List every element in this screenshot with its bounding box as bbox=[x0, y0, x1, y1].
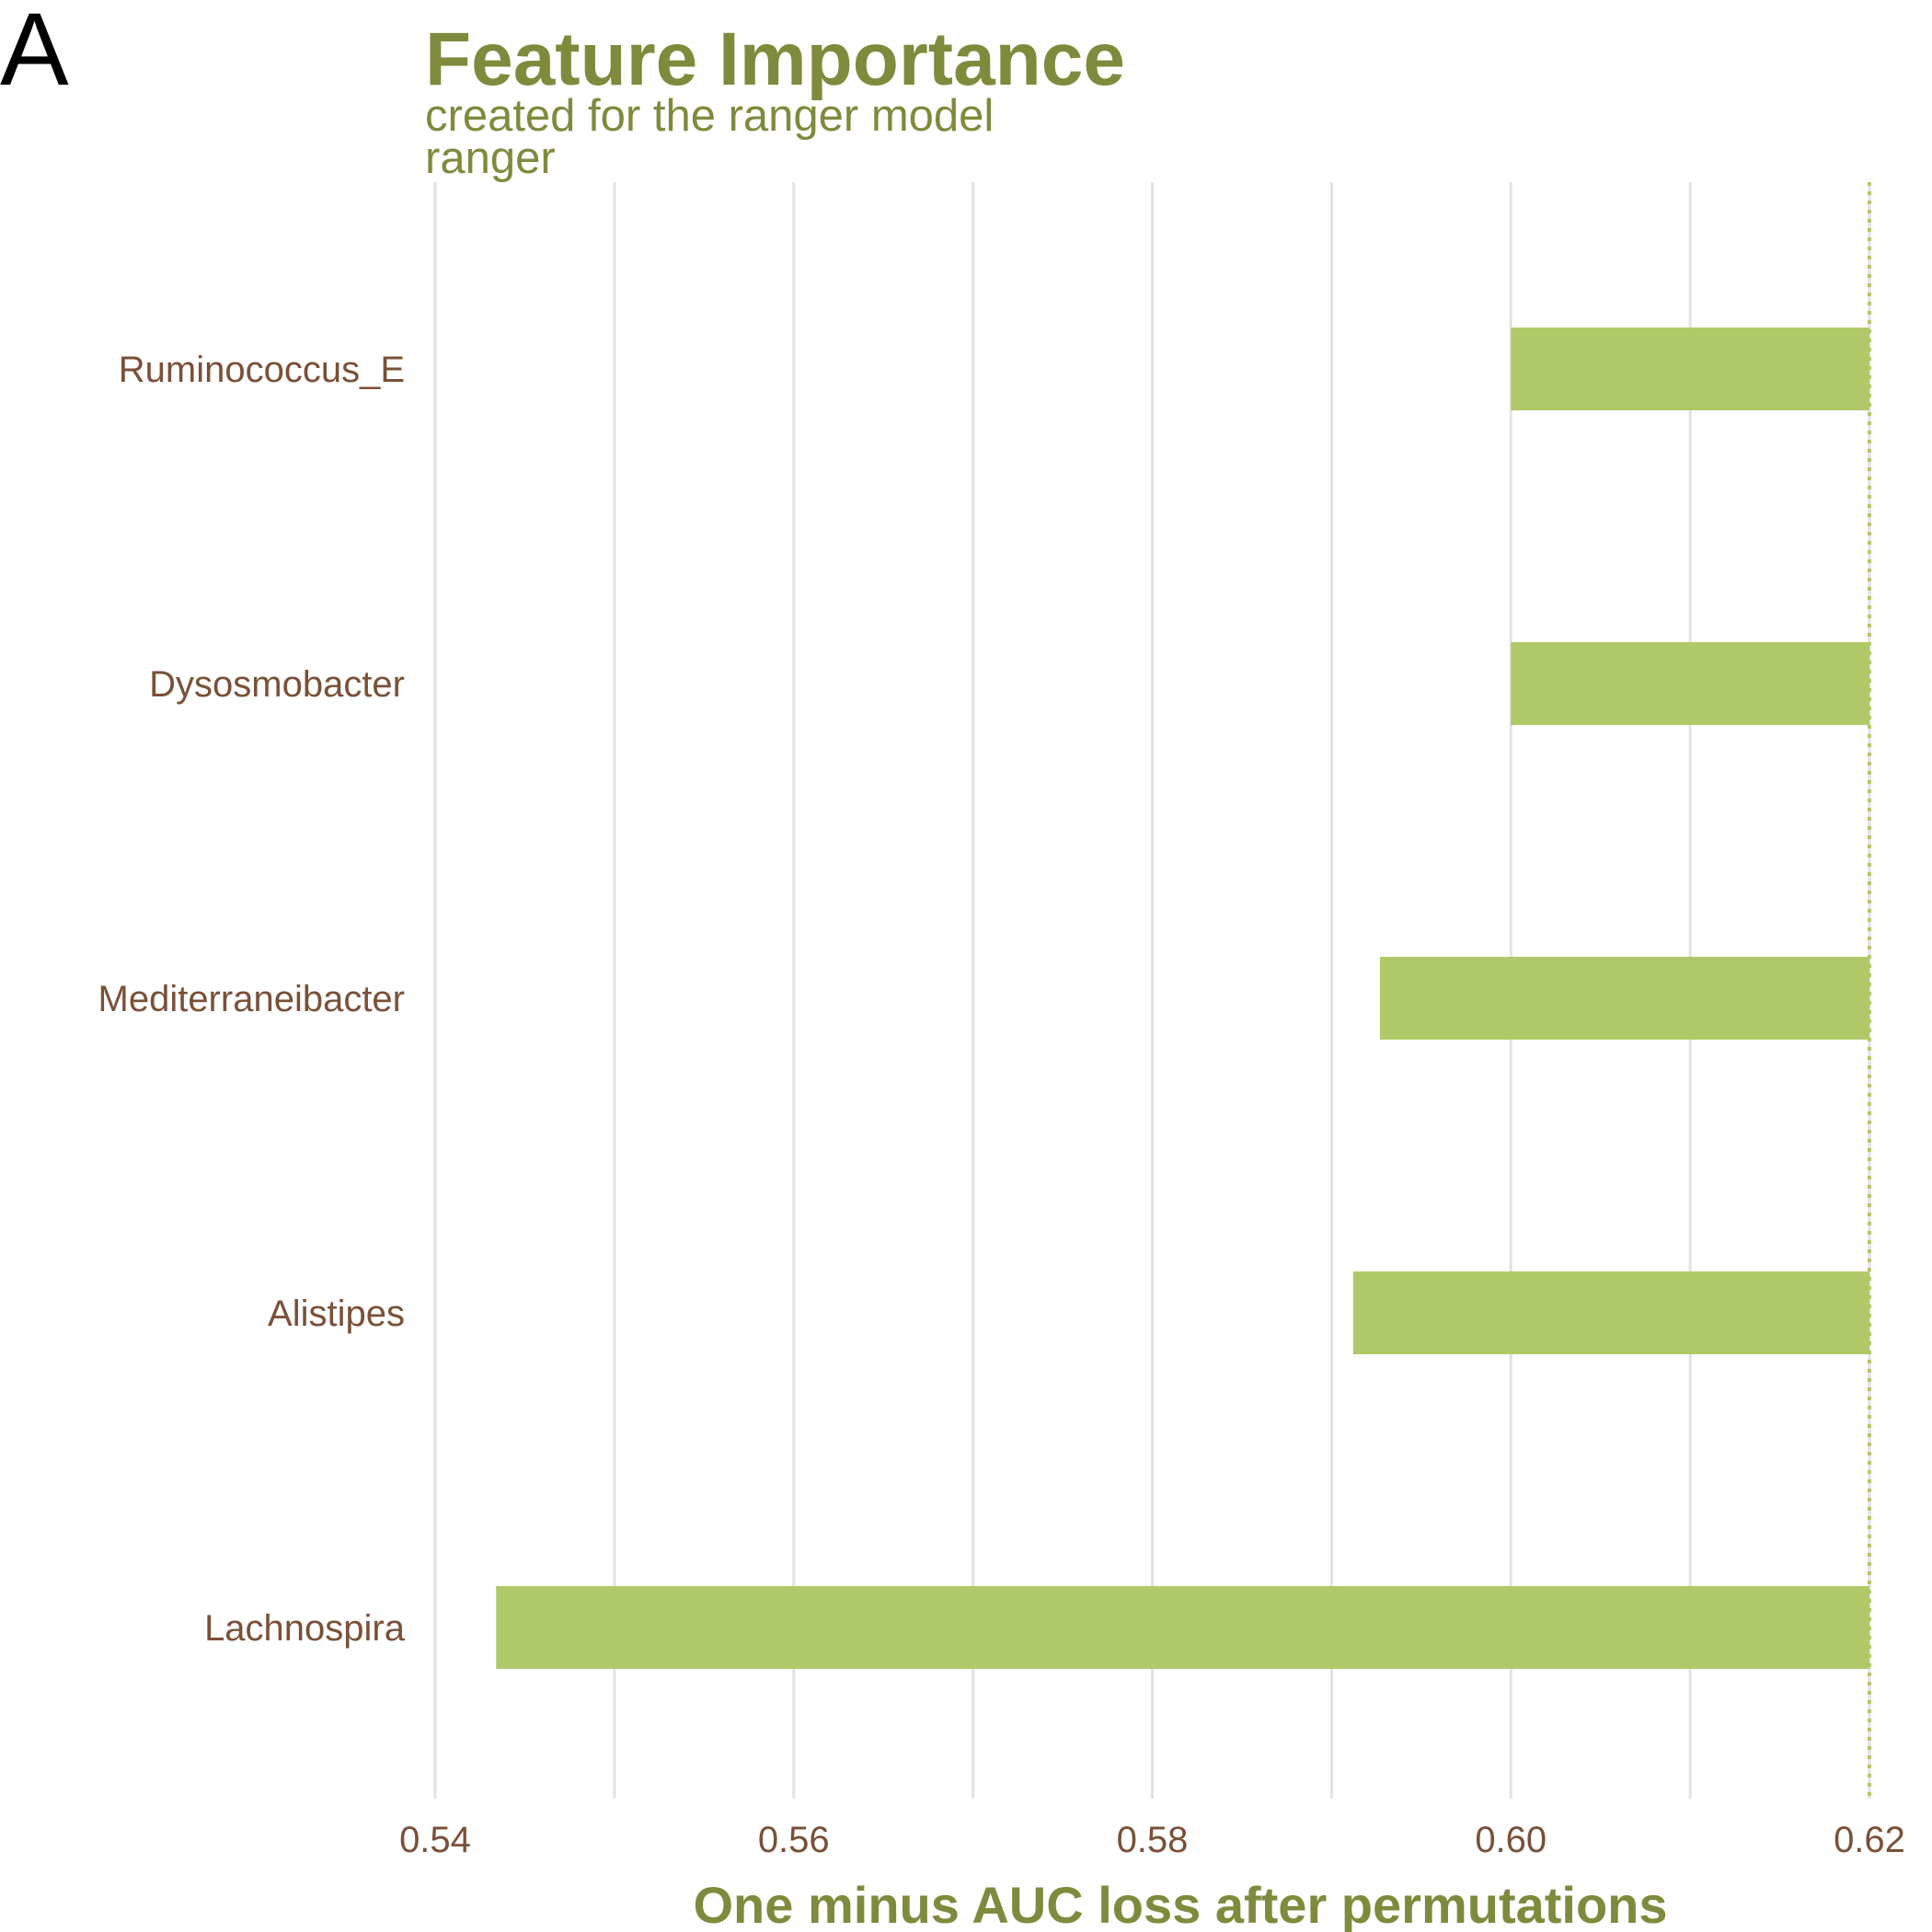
bar-alistipes bbox=[1352, 1271, 1869, 1354]
x-tick-label: 0.54 bbox=[399, 1820, 471, 1860]
x-tick-label: 0.58 bbox=[1117, 1820, 1189, 1860]
category-label: Alistipes bbox=[268, 1294, 405, 1334]
category-label: Ruminococcus_E bbox=[119, 350, 405, 390]
x-tick-label: 0.56 bbox=[758, 1820, 830, 1860]
grid-lines bbox=[433, 182, 1871, 1799]
bars bbox=[496, 328, 1869, 1669]
panel-title: ranger bbox=[425, 133, 556, 183]
category-labels: Ruminococcus_E Dysosmobacter Mediterraneib… bbox=[98, 350, 406, 1649]
bar-dysosmobacter bbox=[1511, 642, 1869, 725]
bar-lachnospira bbox=[496, 1586, 1869, 1669]
panel-label: A bbox=[0, 0, 69, 107]
x-tick-labels: 0.54 0.56 0.58 0.60 0.62 bbox=[399, 1820, 1905, 1860]
category-label: Dysosmobacter bbox=[149, 664, 405, 705]
category-label: Lachnospira bbox=[204, 1608, 406, 1649]
category-label: Mediterraneibacter bbox=[98, 979, 406, 1019]
chart-title: Feature Importance bbox=[425, 17, 1125, 101]
x-axis-title: One minus AUC loss after permutations bbox=[694, 1876, 1668, 1932]
bar-ruminococcus-e bbox=[1511, 328, 1869, 410]
x-tick-label: 0.62 bbox=[1834, 1820, 1905, 1860]
chart-subtitle: created for the ranger model bbox=[425, 91, 994, 141]
x-tick-label: 0.60 bbox=[1475, 1820, 1547, 1860]
bar-mediterraneibacter bbox=[1379, 957, 1869, 1040]
